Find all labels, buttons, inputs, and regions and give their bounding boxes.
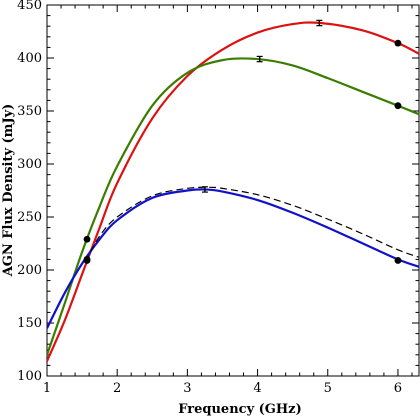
- series-line-1: [47, 57, 419, 356]
- y-tick-label: 150: [17, 316, 42, 331]
- x-tick-label: 2: [113, 381, 121, 396]
- y-tick-label: 350: [17, 104, 42, 119]
- series-line-3: [85, 186, 419, 262]
- data-point-2: [83, 257, 91, 264]
- series-line-0: [47, 21, 419, 362]
- y-tick-label: 400: [17, 51, 42, 66]
- y-tick-labels: 100 150 200 250 300 350 400 450: [17, 0, 42, 384]
- y-axis-label: AGN Flux Density (mJy): [1, 104, 16, 278]
- y-tick-label: 300: [17, 157, 42, 172]
- data-point-0: [394, 39, 402, 47]
- x-axis-label: Frequency (GHz): [178, 402, 301, 417]
- y-tick-label: 100: [17, 369, 42, 384]
- series-markers: [83, 19, 402, 264]
- data-point-2: [394, 257, 402, 264]
- y-tick-label: 200: [17, 263, 42, 278]
- y-tick-label: 250: [17, 210, 42, 225]
- plot-area: [46, 4, 420, 377]
- x-tick-label: 1: [43, 381, 51, 396]
- x-tick-labels: 1 2 3 4 5 6: [43, 381, 402, 396]
- data-point-1: [83, 235, 91, 243]
- plot-frame: [46, 4, 420, 377]
- y-tick-label: 450: [17, 0, 42, 13]
- x-tick-label: 6: [394, 381, 402, 396]
- series-curves: [47, 21, 419, 362]
- data-point-1: [394, 102, 402, 110]
- x-tick-label: 5: [324, 381, 332, 396]
- x-tick-label: 3: [183, 381, 191, 396]
- x-tick-label: 4: [253, 381, 261, 396]
- series-line-2: [47, 188, 419, 329]
